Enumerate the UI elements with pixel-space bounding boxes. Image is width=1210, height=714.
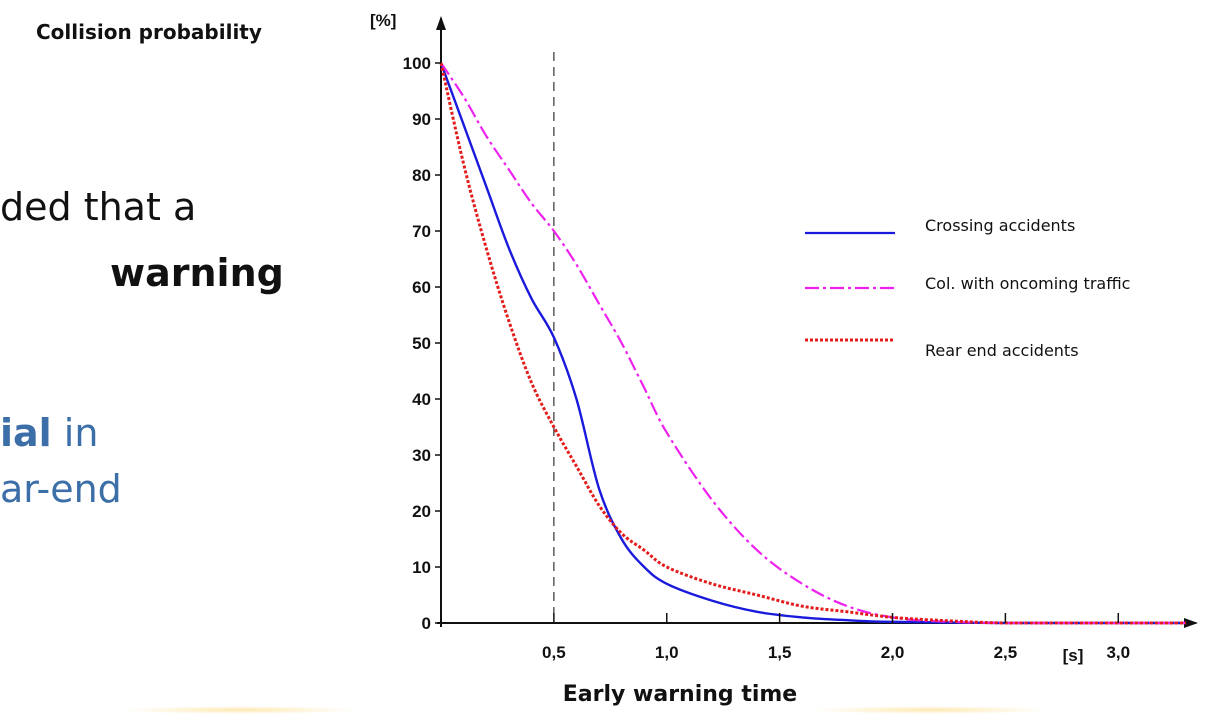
y-axis-arrow (436, 16, 446, 30)
y-axis-unit-label: [%] (370, 11, 396, 30)
x-axis-arrow (1184, 618, 1198, 628)
rear-end-accidents-line (439, 62, 1186, 625)
y-tick-label: 80 (412, 166, 431, 185)
y-tick-label: 100 (403, 54, 431, 73)
slide-text-line-4: ar-end (0, 467, 122, 511)
slide-text-warning: warning (110, 251, 284, 295)
x-tick-label: 0,5 (542, 643, 566, 662)
y-tick-label: 10 (412, 558, 431, 577)
x-axis-unit-label: [s] (1063, 646, 1084, 665)
x-tick-label: 1,0 (655, 643, 679, 662)
y-tick-label: 30 (412, 446, 431, 465)
y-tick-label: 90 (412, 110, 431, 129)
x-axis-title: Early warning time (562, 682, 798, 707)
footer-glow-right (810, 706, 1050, 714)
slide-text-fragment: in (51, 411, 99, 455)
slide-text-line-2: warning (110, 254, 284, 292)
footer-glow-left (120, 706, 360, 714)
x-tick-label: 2,5 (994, 643, 1018, 662)
chart-title: Collision probability (36, 20, 262, 44)
y-tick-label: 50 (412, 334, 431, 353)
slide-text-line-3: ial in (0, 414, 98, 452)
y-tick-label: 0 (422, 614, 431, 633)
y-tick-label: 70 (412, 222, 431, 241)
y-tick-label: 20 (412, 502, 431, 521)
slide-text-line-1: ded that a (0, 185, 197, 229)
slide-text-bold-fragment: ial (0, 411, 52, 455)
x-tick-label: 2,0 (881, 643, 905, 662)
crossing-accidents-line (439, 62, 1186, 625)
legend-label-oncoming: Col. with oncoming traffic (925, 274, 1131, 293)
legend-label-crossing: Crossing accidents (925, 216, 1076, 235)
x-tick-label: 3,0 (1106, 643, 1130, 662)
oncoming-traffic-line (440, 62, 1186, 625)
legend-label-rear-end: Rear end accidents (925, 341, 1079, 360)
y-tick-label: 40 (412, 390, 431, 409)
x-tick-label: 1,5 (768, 643, 792, 662)
y-tick-label: 60 (412, 278, 431, 297)
